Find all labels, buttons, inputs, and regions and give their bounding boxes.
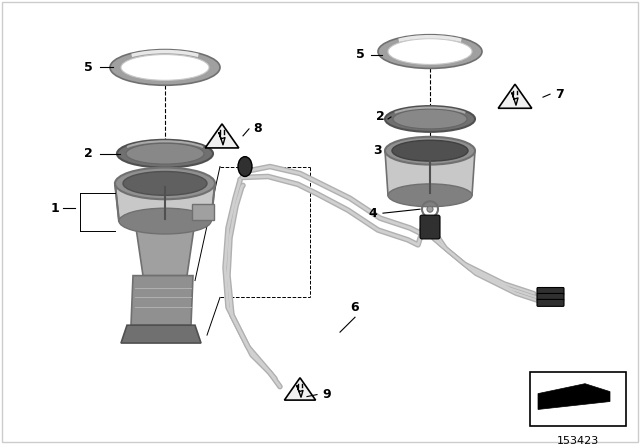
Text: 4: 4 bbox=[369, 207, 378, 220]
Ellipse shape bbox=[121, 55, 209, 80]
FancyBboxPatch shape bbox=[537, 293, 564, 301]
Text: 8: 8 bbox=[253, 122, 262, 135]
Ellipse shape bbox=[126, 143, 204, 164]
Polygon shape bbox=[538, 383, 610, 409]
Polygon shape bbox=[385, 151, 475, 195]
Polygon shape bbox=[498, 84, 532, 108]
Text: 153423: 153423 bbox=[557, 436, 599, 446]
Circle shape bbox=[427, 206, 433, 212]
Ellipse shape bbox=[238, 157, 252, 177]
Ellipse shape bbox=[117, 140, 213, 168]
FancyBboxPatch shape bbox=[537, 288, 564, 294]
Polygon shape bbox=[205, 124, 239, 148]
Text: 6: 6 bbox=[351, 301, 359, 314]
Text: 1: 1 bbox=[51, 202, 60, 215]
Text: 2: 2 bbox=[376, 111, 385, 124]
Text: 5: 5 bbox=[84, 61, 92, 74]
Ellipse shape bbox=[110, 50, 220, 85]
Text: 9: 9 bbox=[323, 388, 332, 401]
Text: 3: 3 bbox=[374, 144, 382, 157]
Ellipse shape bbox=[378, 34, 482, 69]
Polygon shape bbox=[121, 325, 201, 343]
Text: 5: 5 bbox=[356, 48, 364, 61]
FancyBboxPatch shape bbox=[420, 215, 440, 239]
Ellipse shape bbox=[123, 172, 207, 195]
Polygon shape bbox=[135, 221, 195, 276]
Text: 7: 7 bbox=[556, 88, 564, 101]
Text: 2: 2 bbox=[84, 147, 92, 160]
FancyBboxPatch shape bbox=[530, 372, 626, 426]
Polygon shape bbox=[115, 183, 215, 221]
Ellipse shape bbox=[393, 109, 467, 129]
Ellipse shape bbox=[385, 106, 475, 132]
Polygon shape bbox=[131, 276, 193, 325]
Ellipse shape bbox=[119, 208, 211, 234]
FancyBboxPatch shape bbox=[537, 299, 564, 306]
Ellipse shape bbox=[115, 168, 215, 199]
Ellipse shape bbox=[388, 39, 472, 65]
Polygon shape bbox=[284, 378, 316, 400]
FancyBboxPatch shape bbox=[192, 204, 214, 220]
Ellipse shape bbox=[385, 137, 475, 164]
Ellipse shape bbox=[392, 140, 468, 161]
Ellipse shape bbox=[388, 184, 472, 207]
